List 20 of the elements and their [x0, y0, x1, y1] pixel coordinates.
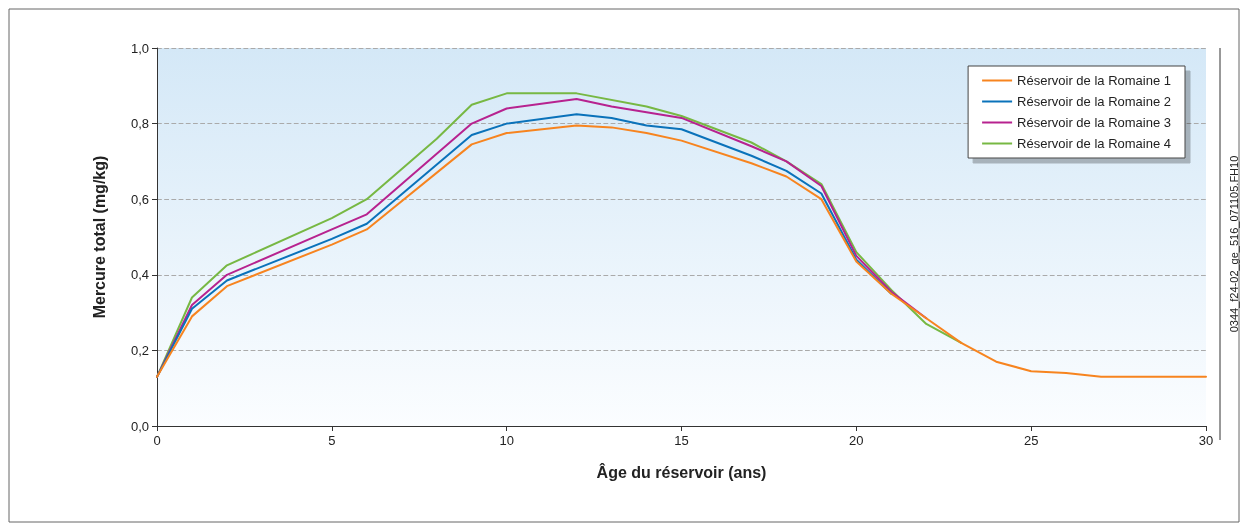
x-tick-label: 30 — [1198, 433, 1214, 448]
x-axis-title: Âge du réservoir (ans) — [596, 462, 767, 481]
legend-label: Réservoir de la Romaine 4 — [1017, 136, 1171, 151]
y-tick-label: 1,0 — [130, 40, 149, 56]
y-tick-label: 0,6 — [130, 191, 149, 207]
x-tick-label: 0 — [153, 433, 161, 448]
legend-label: Réservoir de la Romaine 2 — [1017, 94, 1171, 109]
x-tick-label: 5 — [328, 433, 336, 448]
x-tick-label: 20 — [849, 433, 864, 448]
legend-label: Réservoir de la Romaine 3 — [1017, 115, 1171, 130]
y-tick-label: 0,0 — [130, 418, 149, 434]
x-tick-label: 15 — [674, 433, 689, 448]
y-axis-title: Mercure total (mg/kg) — [90, 155, 108, 319]
x-tick-label: 10 — [499, 433, 514, 448]
y-tick-label: 0,8 — [130, 116, 149, 132]
text: 0344_f24-02_ge_516_071105.FH10 — [1228, 155, 1240, 333]
legend-label: Réservoir de la Romaine 1 — [1017, 73, 1171, 88]
y-tick-label: 0,2 — [130, 342, 149, 358]
x-tick-label: 25 — [1023, 433, 1039, 448]
y-tick-label: 0,4 — [130, 267, 149, 283]
